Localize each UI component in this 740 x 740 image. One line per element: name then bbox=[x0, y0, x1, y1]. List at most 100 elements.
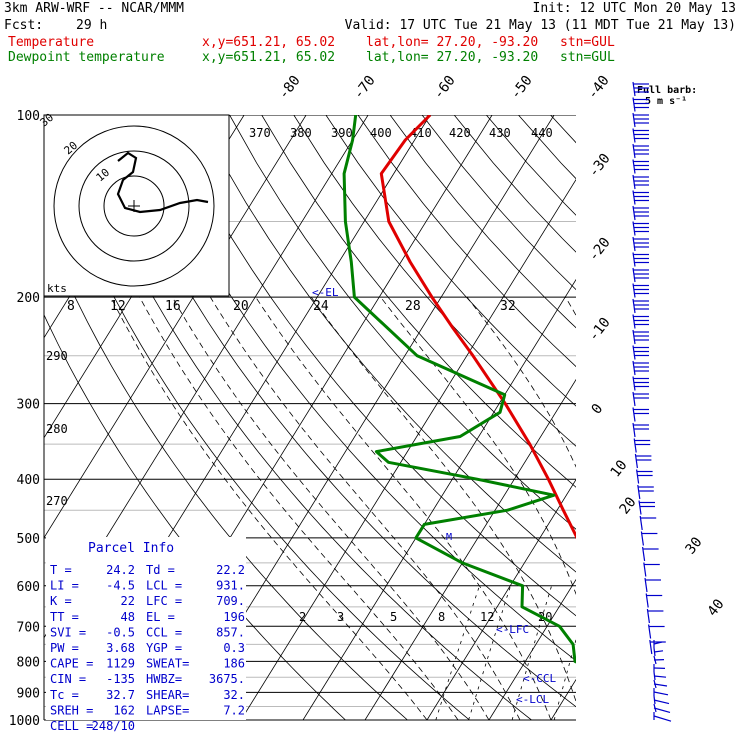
dry-adiabat bbox=[229, 115, 576, 530]
parcel-info-value: 857. bbox=[216, 625, 245, 639]
dewpoint-legend-latlon: lat,lon= 27.20, -93.20 bbox=[366, 50, 539, 65]
parcel-info-value: 1129 bbox=[106, 657, 135, 671]
isotherm-label: -30 bbox=[586, 151, 614, 181]
parcel-info-value: 196 bbox=[223, 610, 245, 624]
isotherm-label: -70 bbox=[351, 73, 379, 103]
barb-legend-unit: 5 m s⁻¹ bbox=[645, 96, 687, 107]
isotherm bbox=[240, 178, 576, 720]
barb-legend-title: Full barb: bbox=[637, 85, 697, 96]
moist-adiabat bbox=[727, 297, 737, 720]
isotherm-label: -40 bbox=[585, 73, 613, 103]
temperature-legend-xy: x,y=651.21, 65.02 bbox=[202, 35, 336, 50]
wind-barb-staff bbox=[638, 500, 642, 515]
isotherm-label: 0 bbox=[589, 401, 607, 417]
wind-barb-staff bbox=[634, 453, 638, 469]
temperature-legend-latlon: lat,lon= 27.20, -93.20 bbox=[366, 35, 539, 50]
parcel-info-label: EL = bbox=[146, 610, 175, 624]
lfc-marker: <-LFC bbox=[496, 623, 529, 636]
mixing-ratio-line bbox=[468, 585, 511, 720]
wind-barb-staff bbox=[643, 562, 647, 577]
hodograph-ring bbox=[78, 150, 190, 262]
theta-label: 280 bbox=[46, 422, 68, 436]
temperature-legend-name: Temperature bbox=[8, 35, 95, 50]
mixing-ratio-label: 12 bbox=[480, 610, 494, 624]
mixing-ratio-label: 20 bbox=[233, 299, 249, 314]
parcel-info-value: 48 bbox=[121, 610, 135, 624]
wind-barb-staff bbox=[632, 252, 636, 267]
parcel-info-label: Td = bbox=[146, 563, 175, 577]
dry-adiabat bbox=[325, 115, 576, 407]
parcel-info-value: -4.5 bbox=[106, 579, 135, 593]
wind-barb-staff bbox=[639, 515, 643, 531]
wind-barb-staff bbox=[632, 81, 636, 97]
model-title: 3km ARW-WRF -- NCAR/MMM bbox=[4, 1, 185, 16]
parcel-info-box bbox=[46, 537, 246, 720]
theta-label: 440 bbox=[531, 126, 553, 140]
forecast-label: Fcst: bbox=[4, 18, 44, 33]
mixing-ratio-label: 12 bbox=[110, 299, 126, 314]
wind-barb-staff bbox=[632, 345, 636, 360]
parcel-info-label: CAPE = bbox=[50, 657, 93, 671]
mixing-ratio-label: 16 bbox=[165, 299, 181, 314]
ccl-marker: <-CCL bbox=[523, 672, 556, 685]
wind-barb-staff bbox=[632, 205, 636, 221]
isotherm-label: -80 bbox=[276, 73, 304, 103]
isotherm-label: 20 bbox=[617, 494, 640, 517]
parcel-info-value: 162 bbox=[113, 703, 135, 717]
dewpoint-legend-station: stn=GUL bbox=[560, 50, 615, 65]
isotherm bbox=[426, 478, 576, 720]
pressure-label: 100 bbox=[17, 109, 40, 124]
parcel-info-label: LFC = bbox=[146, 594, 182, 608]
parcel-info-value: 32. bbox=[223, 688, 245, 702]
wind-barb-staff bbox=[632, 314, 636, 329]
wind-barb-staff bbox=[632, 298, 636, 314]
parcel-info-label: SREH = bbox=[50, 703, 93, 717]
hodograph-trace bbox=[116, 151, 209, 214]
parcel-info-label: PW = bbox=[50, 641, 79, 655]
moist-adiabat bbox=[310, 296, 576, 703]
dry-adiabat bbox=[389, 115, 576, 329]
moist-adiabat bbox=[171, 296, 490, 720]
wind-barb-staff bbox=[640, 531, 644, 546]
pressure-label: 700 bbox=[17, 620, 40, 635]
pressure-label: 1000 bbox=[9, 714, 40, 729]
pressure-label: 600 bbox=[17, 580, 40, 595]
mixing-ratio-line bbox=[642, 586, 674, 720]
pressure-label: 500 bbox=[17, 532, 40, 547]
init-time: Init: 12 UTC Mon 20 May 13 bbox=[532, 1, 737, 16]
pressure-label: 800 bbox=[17, 655, 40, 670]
parcel-info-label: SVI = bbox=[50, 625, 86, 639]
dewpoint-legend-name: Dewpoint temperature bbox=[8, 50, 165, 65]
wind-barb-staff bbox=[632, 221, 636, 236]
theta-label: 430 bbox=[489, 126, 511, 140]
moist-adiabat bbox=[255, 296, 552, 720]
parcel-info-label: CCL = bbox=[146, 625, 182, 639]
parcel-info-value: 7.2 bbox=[223, 703, 245, 717]
parcel-info-label: TT = bbox=[50, 610, 79, 624]
wind-barb-staff bbox=[648, 624, 652, 639]
hodograph-ring bbox=[103, 175, 165, 237]
theta-label: 370 bbox=[249, 126, 271, 140]
mixing-ratio-label: 3 bbox=[337, 610, 344, 624]
parcel-info-value: 709. bbox=[216, 594, 245, 608]
wind-barb-staff bbox=[645, 593, 649, 608]
parcel-info-value: -0.5 bbox=[106, 625, 135, 639]
parcel-info-label: CELL = bbox=[50, 719, 93, 733]
wind-barb-flag bbox=[653, 699, 670, 705]
wind-barb-staff bbox=[632, 97, 636, 112]
wind-barb-staff bbox=[632, 174, 636, 190]
valid-time: Valid: 17 UTC Tue 21 May 13 (11 MDT Tue … bbox=[344, 18, 736, 33]
dry-adiabat bbox=[550, 115, 576, 144]
wind-barb-flag bbox=[653, 675, 667, 678]
isotherm bbox=[550, 678, 576, 720]
dry-adiabat bbox=[518, 115, 576, 180]
isotherm-label: 30 bbox=[683, 534, 706, 557]
parcel-info-value: 32.7 bbox=[106, 688, 135, 702]
moist-adiabat bbox=[139, 296, 459, 720]
dry-adiabat bbox=[615, 115, 740, 720]
isotherm bbox=[44, 115, 307, 539]
moist-adiabat bbox=[209, 296, 521, 720]
mixing-ratio-label: 8 bbox=[438, 610, 445, 624]
wind-barb-flag bbox=[653, 691, 669, 696]
hodograph-ring bbox=[53, 125, 215, 287]
